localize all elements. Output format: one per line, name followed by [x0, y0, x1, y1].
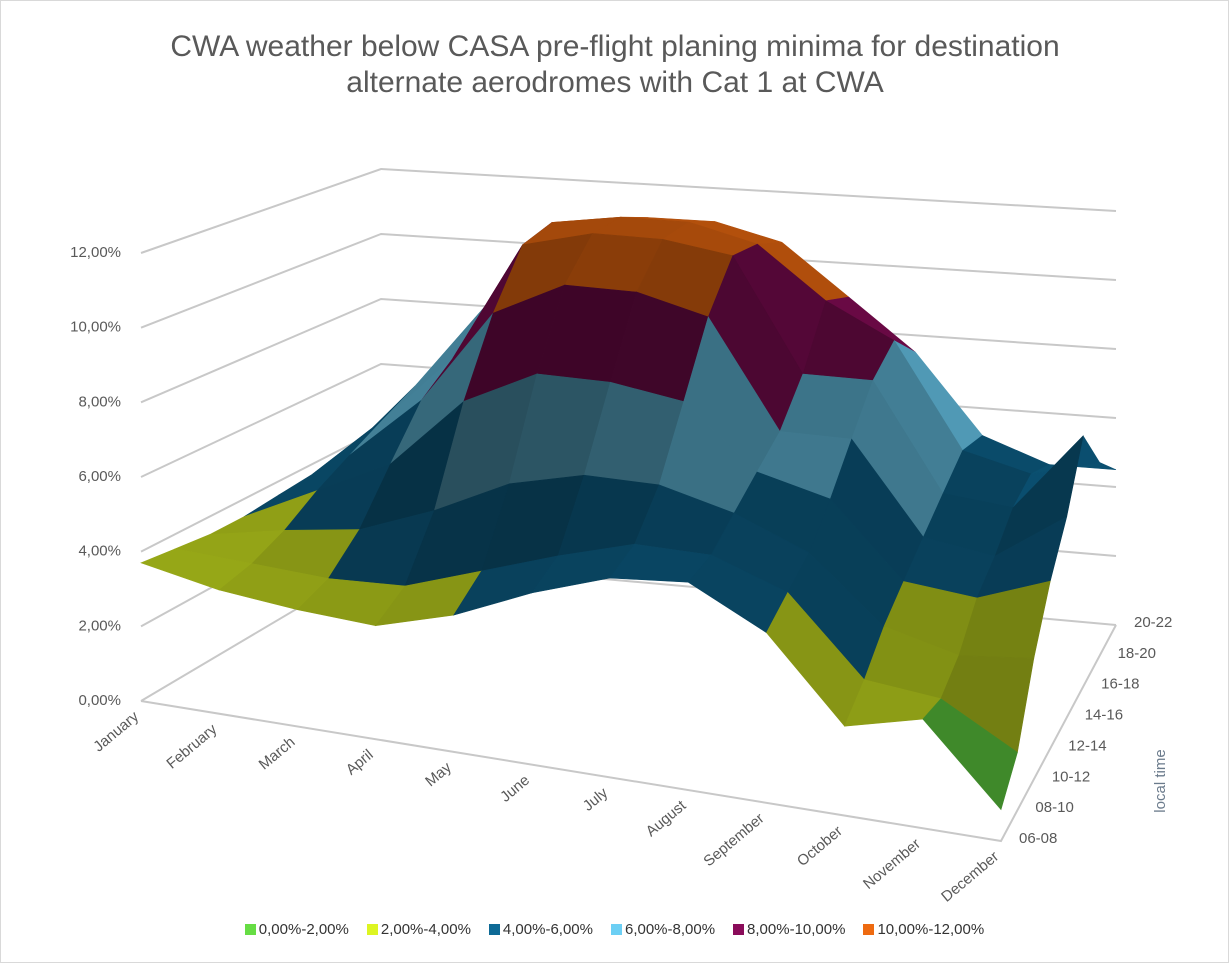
legend-item: 6,00%-8,00%	[610, 921, 716, 938]
depth-tick-label: 12-14	[1068, 737, 1106, 754]
y-tick-label: 10,00%	[70, 319, 121, 336]
legend-label: 0,00%-2,00%	[258, 921, 349, 938]
legend-label: 2,00%-4,00%	[380, 921, 471, 938]
x-tick-label: July	[580, 784, 612, 814]
legend-swatch	[733, 924, 745, 935]
legend-swatch	[610, 924, 622, 935]
depth-tick-label: 16-18	[1101, 676, 1139, 693]
grid-line	[140, 232, 1117, 329]
x-tick-label: December	[938, 848, 1002, 906]
x-tick-label: February	[163, 720, 220, 772]
depth-tick-label: 14-16	[1085, 707, 1123, 724]
legend-item: 4,00%-6,00%	[488, 921, 593, 938]
y-tick-label: 12,00%	[70, 244, 121, 261]
y-tick-label: 2,00%	[78, 617, 121, 634]
y-tick-label: 8,00%	[78, 393, 121, 410]
grid-line	[140, 167, 1117, 254]
legend-item: 8,00%-10,00%	[733, 921, 845, 938]
legend-label: 6,00%-8,00%	[624, 921, 716, 938]
floor-edge	[140, 624, 1117, 843]
legend-item: 10,00%-12,00%	[863, 921, 984, 938]
x-tick-label: September	[700, 810, 767, 870]
x-tick-label: June	[497, 772, 533, 806]
depth-axis-title: local time	[1152, 749, 1169, 812]
legend-label: 8,00%-10,00%	[747, 921, 846, 938]
legend-swatch	[244, 924, 256, 935]
depth-tick-label: 18-20	[1118, 645, 1156, 662]
depth-tick-label: 06-08	[1019, 830, 1057, 847]
y-tick-label: 6,00%	[78, 468, 121, 485]
depth-tick-label: 08-10	[1035, 799, 1073, 816]
depth-tick-label: 20-22	[1134, 614, 1172, 631]
legend: 0,00%-2,00% 2,00%-4,00% 4,00%-6,00% 6,00%-8…	[1, 921, 1228, 938]
legend-swatch	[488, 924, 500, 935]
legend-swatch	[366, 924, 378, 935]
depth-tick-label: 10-12	[1052, 768, 1090, 785]
x-tick-label: April	[343, 746, 377, 778]
legend-item: 2,00%-4,00%	[366, 921, 471, 938]
y-tick-label: 4,00%	[78, 543, 121, 560]
x-tick-label: May	[422, 759, 455, 791]
x-tick-label: January	[90, 708, 142, 756]
legend-swatch	[863, 924, 875, 935]
surface	[140, 216, 1117, 811]
x-tick-label: August	[643, 797, 690, 841]
x-tick-label: October	[794, 823, 846, 870]
chart-title: CWA weather below CASA pre-flight planin…	[170, 30, 1060, 99]
legend-label: 4,00%-6,00%	[502, 921, 593, 938]
x-tick-label: November	[860, 835, 924, 893]
legend-label: 10,00%-12,00%	[877, 921, 985, 938]
x-tick-label: March	[256, 734, 299, 774]
y-tick-label: 0,00%	[78, 692, 121, 709]
surface-cell	[922, 698, 1018, 811]
legend-item: 0,00%-2,00%	[244, 921, 349, 938]
